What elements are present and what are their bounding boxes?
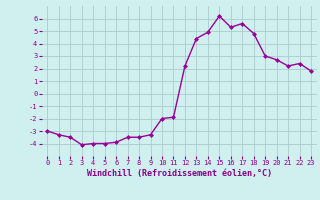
X-axis label: Windchill (Refroidissement éolien,°C): Windchill (Refroidissement éolien,°C) <box>87 169 272 178</box>
